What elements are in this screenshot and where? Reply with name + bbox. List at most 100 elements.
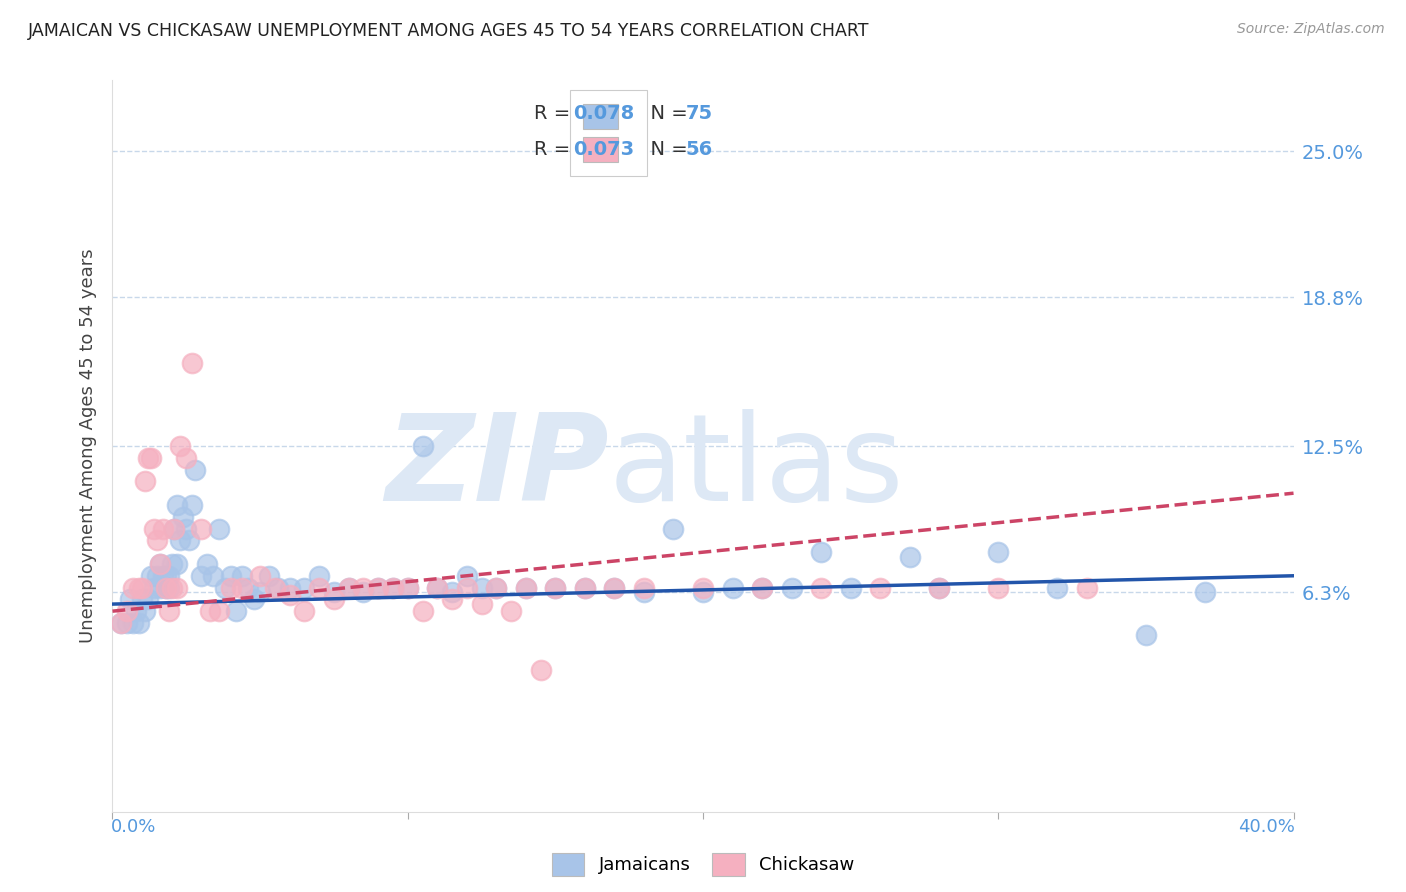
Point <box>157 604 180 618</box>
Point <box>987 581 1010 595</box>
Point <box>501 604 523 618</box>
Point <box>139 450 162 465</box>
Point <box>441 585 464 599</box>
Text: 0.078: 0.078 <box>574 103 634 123</box>
Point <box>136 592 159 607</box>
Point <box>292 581 315 595</box>
Point <box>219 581 242 595</box>
Point <box>139 568 162 582</box>
Point <box>382 581 405 595</box>
Point <box>184 462 207 476</box>
Text: R =: R = <box>534 103 576 123</box>
Point <box>692 581 714 595</box>
Point <box>257 568 280 582</box>
Point <box>308 581 330 595</box>
Point <box>574 581 596 595</box>
Point <box>264 581 287 595</box>
Legend: Jamaicans, Chickasaw: Jamaicans, Chickasaw <box>541 842 865 887</box>
Point <box>396 581 419 595</box>
Point <box>456 568 478 582</box>
Point <box>928 581 950 595</box>
Point <box>751 581 773 595</box>
Point <box>426 581 449 595</box>
Point <box>396 581 419 595</box>
Point <box>243 592 266 607</box>
Point <box>160 557 183 571</box>
Point <box>751 581 773 595</box>
Point <box>166 557 188 571</box>
Point <box>470 597 494 611</box>
Point <box>426 581 449 595</box>
Point <box>152 568 174 582</box>
Point <box>544 581 567 595</box>
Point <box>166 498 188 512</box>
Point <box>810 545 832 559</box>
Point <box>122 581 145 595</box>
Point <box>174 522 197 536</box>
Point <box>201 568 224 582</box>
Point <box>163 522 186 536</box>
Point <box>839 581 862 595</box>
Point <box>529 663 551 677</box>
Text: atlas: atlas <box>609 409 904 526</box>
Point <box>134 475 156 489</box>
Point <box>470 581 494 595</box>
Point <box>146 568 169 582</box>
Point <box>1194 585 1216 599</box>
Point <box>149 557 172 571</box>
Point <box>278 581 301 595</box>
Point <box>110 615 132 630</box>
Text: N =: N = <box>638 140 695 160</box>
Text: 0.073: 0.073 <box>574 140 634 160</box>
Point <box>214 581 236 595</box>
Point <box>142 581 165 595</box>
Point <box>131 592 153 607</box>
Point <box>1046 581 1069 595</box>
Point <box>411 604 433 618</box>
Point <box>149 581 172 595</box>
Point <box>367 581 389 595</box>
Point <box>190 568 212 582</box>
Point <box>692 585 714 599</box>
Point <box>323 592 346 607</box>
Point <box>633 581 655 595</box>
Point <box>1135 628 1157 642</box>
Point <box>810 581 832 595</box>
Point <box>181 498 204 512</box>
Point <box>308 568 330 582</box>
Point <box>352 581 374 595</box>
Point <box>515 581 537 595</box>
Point <box>149 557 172 571</box>
Point <box>122 615 145 630</box>
Point <box>146 533 169 548</box>
Point <box>155 581 177 595</box>
Point <box>352 585 374 599</box>
Point <box>128 581 150 595</box>
Point <box>267 581 290 595</box>
Point <box>157 568 180 582</box>
Point <box>515 581 537 595</box>
Point <box>172 509 194 524</box>
Point <box>898 549 921 564</box>
Point <box>603 581 626 595</box>
Point <box>117 615 138 630</box>
Point <box>208 522 231 536</box>
Y-axis label: Unemployment Among Ages 45 to 54 years: Unemployment Among Ages 45 to 54 years <box>79 249 97 643</box>
Point <box>603 581 626 595</box>
Point <box>987 545 1010 559</box>
Text: Source: ZipAtlas.com: Source: ZipAtlas.com <box>1237 22 1385 37</box>
Point <box>160 581 183 595</box>
Point <box>136 450 159 465</box>
Point <box>662 522 685 536</box>
Point <box>125 604 148 618</box>
Point <box>198 604 221 618</box>
Point <box>574 581 596 595</box>
Point <box>110 615 132 630</box>
Point <box>152 522 174 536</box>
Point <box>633 585 655 599</box>
Point <box>485 581 508 595</box>
Point <box>456 581 478 595</box>
Point <box>166 581 188 595</box>
Point <box>721 581 744 595</box>
Point <box>278 588 301 602</box>
